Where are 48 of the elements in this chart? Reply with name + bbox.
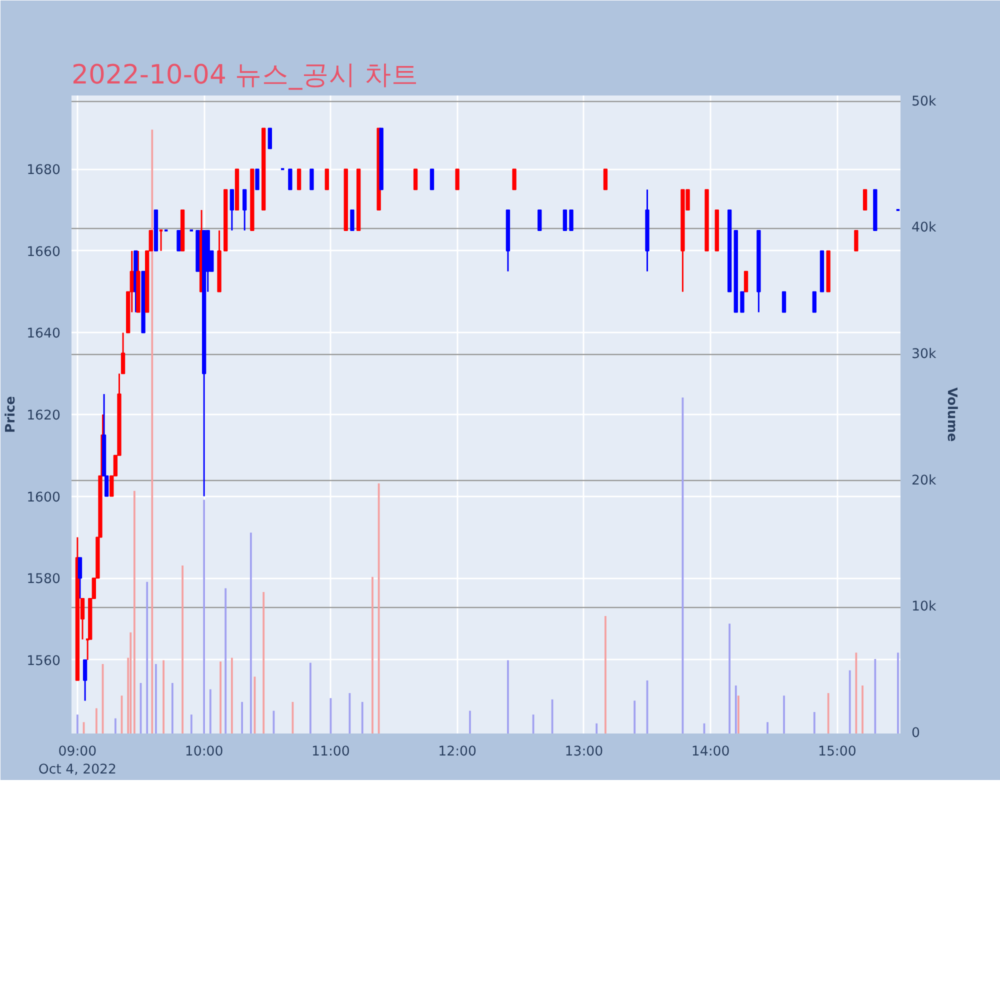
candlestick — [413, 168, 418, 190]
candlestick — [512, 168, 516, 190]
candlestick — [310, 168, 314, 190]
candlestick — [288, 168, 292, 190]
candlestick — [430, 168, 434, 190]
candlestick — [812, 291, 816, 313]
y-tick-label: 1600 — [26, 490, 61, 506]
x-tick-label: 15:00 — [818, 744, 856, 760]
candlestick — [862, 189, 868, 211]
candlestick — [603, 168, 608, 190]
candlestick — [82, 659, 88, 702]
x-tick-label: 11:00 — [311, 744, 350, 760]
y-axis-title: Price — [4, 396, 19, 433]
y-tick-label: 1680 — [26, 163, 61, 178]
candlestick — [740, 291, 744, 313]
y2-axis-title: Volume — [944, 387, 960, 442]
candlestick — [324, 168, 329, 190]
candlestick — [242, 188, 247, 232]
candlestick — [854, 230, 858, 252]
y2-tick-label: 0 — [912, 726, 920, 741]
candlestick — [744, 270, 748, 292]
y2-tick-label: 40k — [912, 220, 936, 236]
candlestick — [538, 210, 542, 231]
x-tick-label: 09:00 Oct 4, 2022 — [38, 744, 117, 778]
y-tick-label: 1660 — [26, 244, 61, 260]
candlestick — [78, 556, 82, 600]
candlestick — [782, 291, 786, 313]
y2-tick-label: 20k — [912, 473, 936, 488]
candlestick — [569, 210, 574, 231]
candlestick — [159, 229, 163, 252]
y-tick-label: 1560 — [26, 654, 61, 669]
x-tick-label: 12:00 — [438, 744, 477, 760]
chart-title: 2022-10-04 뉴스_공시 차트 — [72, 60, 419, 90]
x-tick-label: 10:00 — [184, 744, 224, 760]
y-tick-label: 1640 — [26, 326, 61, 342]
y2-tick-label: 30k — [912, 346, 936, 362]
candlestick — [268, 128, 272, 150]
y2-tick-label: 50k — [912, 94, 936, 110]
x-tick-label: 14:00 — [691, 744, 730, 760]
candlestick — [562, 210, 568, 231]
y-tick-label: 1620 — [26, 408, 61, 424]
candlestick — [350, 210, 354, 231]
y2-tick-label: 10k — [912, 600, 936, 615]
candlestick — [455, 168, 460, 190]
x-tick-label: 13:00 — [564, 744, 604, 760]
y-tick-label: 1580 — [26, 572, 61, 588]
candlestick — [230, 188, 234, 232]
candlestick — [296, 168, 302, 190]
